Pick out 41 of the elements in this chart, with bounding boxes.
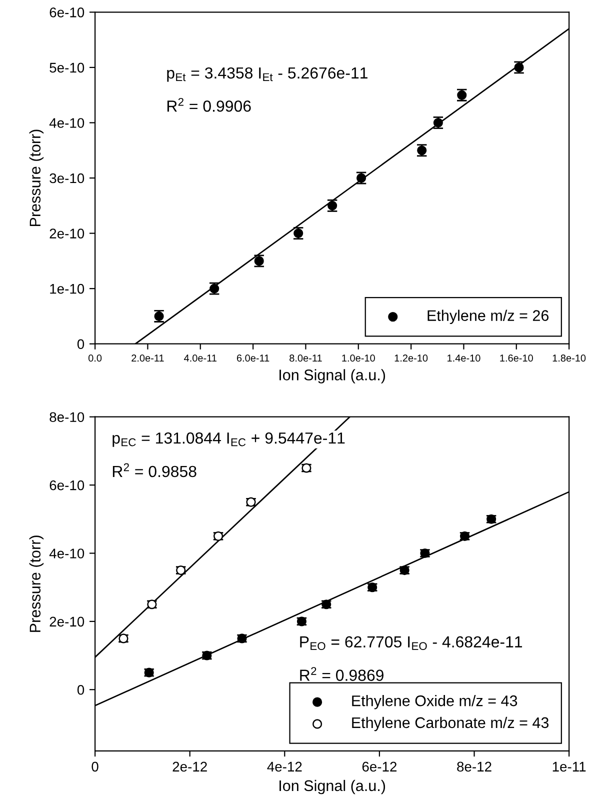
x-tick-label: 2e-12 (172, 762, 207, 772)
x-tick-label: 1.8e-10 (552, 354, 586, 362)
legend-label: Ethylene Carbonate m/z = 43 (352, 716, 549, 732)
x-axis-title: Ion Signal (a.u.) (280, 780, 386, 794)
y-tick-label: 6e-10 (50, 480, 84, 490)
y-tick-label: 4e-10 (49, 548, 84, 558)
y-tick-label: 6e-10 (50, 8, 84, 18)
x-tick-label: 0 (92, 762, 98, 772)
x-tick-label: 4e-12 (267, 762, 302, 772)
y-tick-label: 1e-10 (50, 284, 84, 294)
x-tick-label: 1.0e-10 (342, 354, 375, 362)
legend-label: Ethylene m/z = 26 (428, 310, 549, 324)
annotation: p$_{Et}$ = 3.4358 I$_{Et}$ - 5.2676e-11 (167, 67, 368, 82)
x-tick-label: 1.2e-10 (394, 354, 428, 362)
annotation: R$^{2}$ = 0.9869 (300, 667, 384, 681)
x-tick-label: 8.0e-11 (290, 354, 322, 362)
annotation: R$^{2}$ = 0.9858 (112, 463, 196, 478)
y-axis-title: Pressure (torr) (29, 130, 44, 226)
x-tick-label: 2.0e-11 (132, 354, 164, 362)
annotation: P$_{EO}$ = 62.7705 I$_{EO}$ - 4.6824e-11 (300, 636, 522, 650)
y-axis-title: Pressure (torr) (29, 536, 44, 632)
x-tick-label: 1.6e-10 (500, 354, 533, 362)
y-tick-label: 4e-10 (49, 118, 84, 128)
x-tick-label: 4.0e-11 (184, 354, 216, 362)
x-tick-label: 0.0 (88, 354, 102, 362)
x-tick-label: 1.4e-10 (448, 354, 480, 362)
y-tick-label: 0 (77, 339, 84, 350)
x-tick-label: 6.0e-11 (236, 354, 270, 362)
annotation: R$^{2}$ = 0.9906 (167, 98, 251, 112)
y-tick-label: 0 (77, 684, 84, 695)
y-tick-label: 3e-10 (50, 173, 84, 184)
y-tick-label: 2e-10 (50, 228, 84, 238)
legend-label: Ethylene Oxide m/z = 43 (352, 695, 518, 710)
y-tick-label: 5e-10 (50, 62, 84, 73)
annotation: p$_{EC}$ = 131.0844 I$_{EC}$ + 9.5447e-11 (112, 432, 345, 447)
y-tick-label: 8e-10 (50, 412, 84, 422)
x-tick-label: 8e-12 (457, 762, 492, 772)
x-tick-label: 6e-12 (362, 762, 397, 772)
y-tick-label: 2e-10 (50, 616, 84, 627)
x-tick-label: 1e-11 (552, 762, 586, 772)
x-axis-title: Ion Signal (a.u.) (280, 369, 386, 384)
